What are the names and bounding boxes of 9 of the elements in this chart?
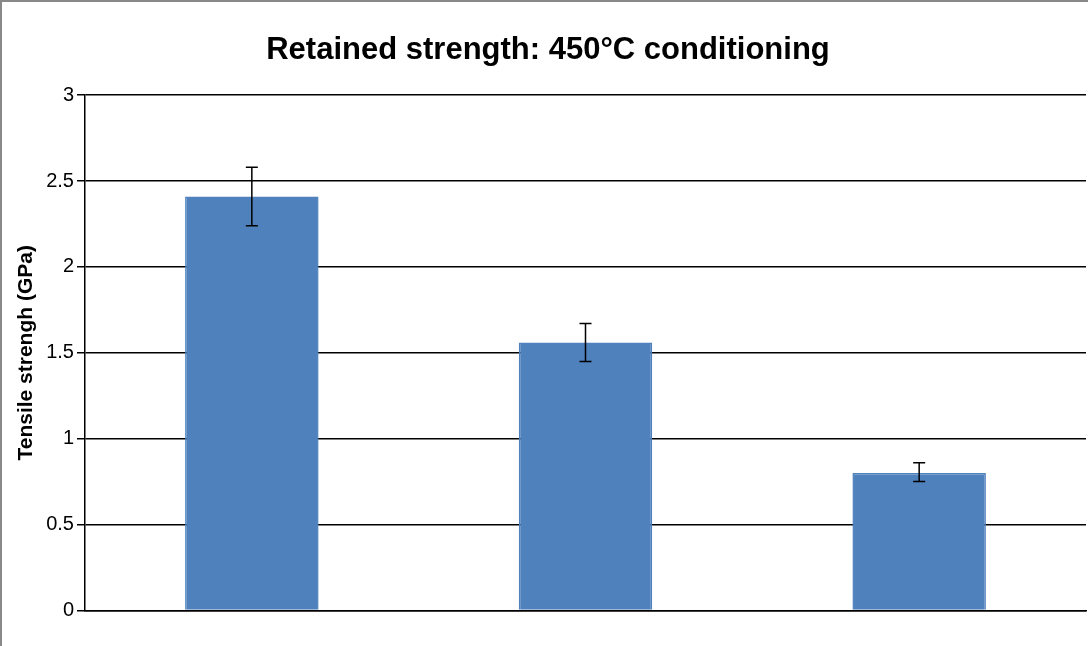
y-tick-label: 3 — [62, 82, 74, 105]
chart-title: Retained strength: 450°C conditioning — [266, 31, 830, 67]
y-tick-label: 2.5 — [46, 168, 74, 191]
y-tick-label: 0 — [62, 597, 74, 620]
y-tick-label: 1 — [62, 426, 74, 449]
y-tick-label: 2 — [62, 254, 74, 277]
y-axis-title: Tensile strengh (GPa) — [13, 245, 37, 461]
y-tick-label: 1.5 — [46, 340, 74, 363]
y-tick-label: 0.5 — [46, 512, 74, 535]
